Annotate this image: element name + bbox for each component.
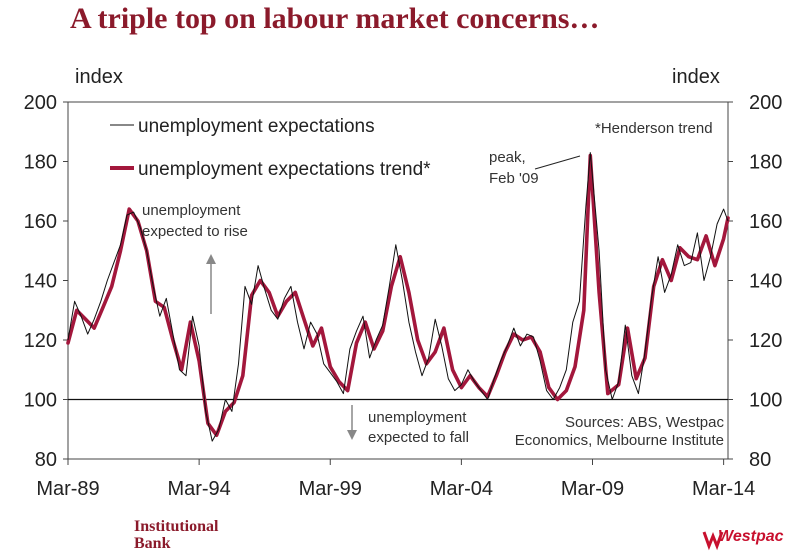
arrow-down-icon: [347, 430, 357, 440]
arrow-up-icon: [206, 254, 216, 264]
source-line2: Economics, Melbourne Institute: [515, 432, 724, 449]
x-tick-label: Mar-89: [36, 478, 99, 500]
westpac-w-icon: [702, 531, 724, 551]
y-tick-label-left: 100: [24, 390, 57, 412]
annotation-peak-line1: peak,: [489, 149, 526, 166]
series-line-raw: [67, 152, 729, 442]
y-tick-label-right: 200: [749, 92, 782, 114]
annotation-fall-line2: expected to fall: [368, 429, 469, 446]
y-tick-label-right: 160: [749, 211, 782, 233]
y-tick-label-right: 100: [749, 390, 782, 412]
annotation-rise-line1: unemployment: [142, 202, 241, 219]
y-tick-label-left: 140: [24, 271, 57, 293]
page-title: A triple top on labour market concerns…: [70, 2, 600, 35]
y-tick-label-right: 140: [749, 271, 782, 293]
left-axis-unit: index: [75, 66, 123, 88]
x-tick-label: Mar-14: [692, 478, 755, 500]
institutional-bank-label: Institutional Bank: [134, 518, 219, 552]
y-tick-label-left: 200: [24, 92, 57, 114]
westpac-logo: Westpac: [718, 528, 784, 546]
y-tick-label-left: 180: [24, 152, 57, 174]
right-axis-unit: index: [672, 66, 720, 88]
annotation-fall-line1: unemployment: [368, 409, 467, 426]
plot-frame: [67, 101, 729, 460]
legend-label-raw: unemployment expectations: [138, 116, 375, 137]
y-tick-label-left: 120: [24, 330, 57, 352]
y-tick-label-left: 80: [35, 449, 57, 471]
x-tick-label: Mar-04: [430, 478, 493, 500]
x-tick-label: Mar-09: [561, 478, 624, 500]
annotation-rise-line2: expected to rise: [142, 223, 248, 240]
x-tick-label: Mar-99: [299, 478, 362, 500]
y-tick-label-right: 180: [749, 152, 782, 174]
legend-label-trend: unemployment expectations trend*: [138, 159, 431, 180]
annotation-peak-line2: Feb '09: [489, 170, 539, 187]
westpac-label: Westpac: [718, 528, 784, 545]
y-tick-label-right: 80: [749, 449, 771, 471]
source-line1: Sources: ABS, Westpac: [565, 414, 724, 431]
series-line-trend: [66, 153, 730, 437]
footnote-henderson: *Henderson trend: [595, 120, 713, 137]
institutional-bank-logo: Institutional Bank: [134, 518, 244, 552]
annotation-peak-leader: [534, 155, 581, 170]
x-tick-label: Mar-94: [167, 478, 230, 500]
y-tick-label-left: 160: [24, 211, 57, 233]
y-tick-label-right: 120: [749, 330, 782, 352]
